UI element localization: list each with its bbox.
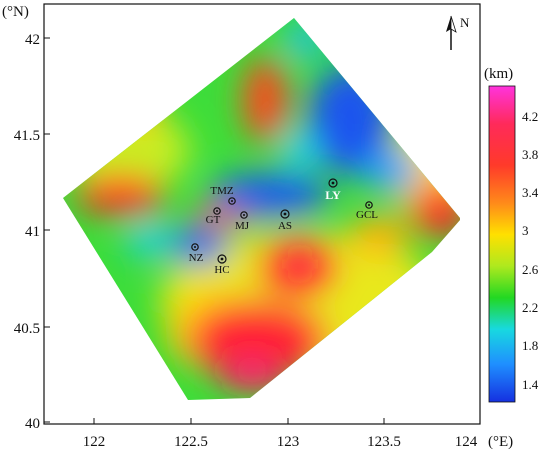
station-label: NZ [189, 252, 204, 264]
y-tick-label: 40 [25, 416, 40, 432]
colorbar-tick: 2.6 [522, 262, 539, 277]
station-nz: NZ [189, 243, 204, 264]
station-label: LY [325, 188, 341, 202]
colorbar-gradient [488, 85, 516, 403]
station-label: GT [206, 214, 221, 226]
x-tick-label: 122 [83, 434, 106, 450]
colorbar-tick: 3 [522, 223, 529, 238]
colorbar-tick: 3.4 [522, 185, 539, 200]
north-label: N [460, 15, 470, 30]
station-label: MJ [235, 220, 250, 232]
station-gcl: GCL [356, 201, 378, 221]
station-label: GCL [356, 209, 378, 221]
y-tick-label: 41.5 [14, 128, 40, 144]
colorbar-tick: 1.4 [522, 377, 539, 392]
station-gt: GT [206, 207, 221, 226]
x-tick-label: 122.5 [174, 434, 208, 450]
station-hc: HC [214, 254, 230, 276]
colorbar-tick: 1.8 [522, 338, 538, 353]
x-tick-label: 123 [277, 434, 300, 450]
station-tmz: TMZ [210, 185, 236, 205]
x-axis: 122 122.5 123 123.5 124 (°E) [83, 418, 513, 450]
y-tick-label: 40.5 [14, 321, 40, 337]
y-axis: (°N) 42 41.5 41 40.5 40 [2, 4, 50, 432]
y-tick-label: 41 [25, 224, 40, 240]
station-label: HC [214, 264, 229, 276]
colorbar-tick: 2.2 [522, 300, 538, 315]
y-tick-label: 42 [25, 32, 40, 48]
colorbar: (km) 4.2 3.8 3.4 3 2.6 2.2 1.8 1.4 [484, 66, 539, 403]
station-label: AS [278, 220, 292, 232]
y-unit-label: (°N) [2, 4, 29, 20]
station-ly: LY [325, 178, 341, 202]
colorbar-tick: 3.8 [522, 147, 538, 162]
station-label: TMZ [210, 185, 234, 197]
x-tick-label: 123.5 [367, 434, 401, 450]
station-as: AS [278, 209, 292, 232]
station-mj: MJ [235, 211, 250, 232]
stations: TMZ GT MJ AS LY GCL [189, 178, 378, 276]
north-arrow-icon: N [446, 15, 470, 50]
x-tick-label: 124 [455, 434, 478, 450]
x-unit-label: (°E) [488, 434, 513, 450]
colorbar-tick: 4.2 [522, 109, 538, 124]
colorbar-unit: (km) [484, 66, 513, 82]
